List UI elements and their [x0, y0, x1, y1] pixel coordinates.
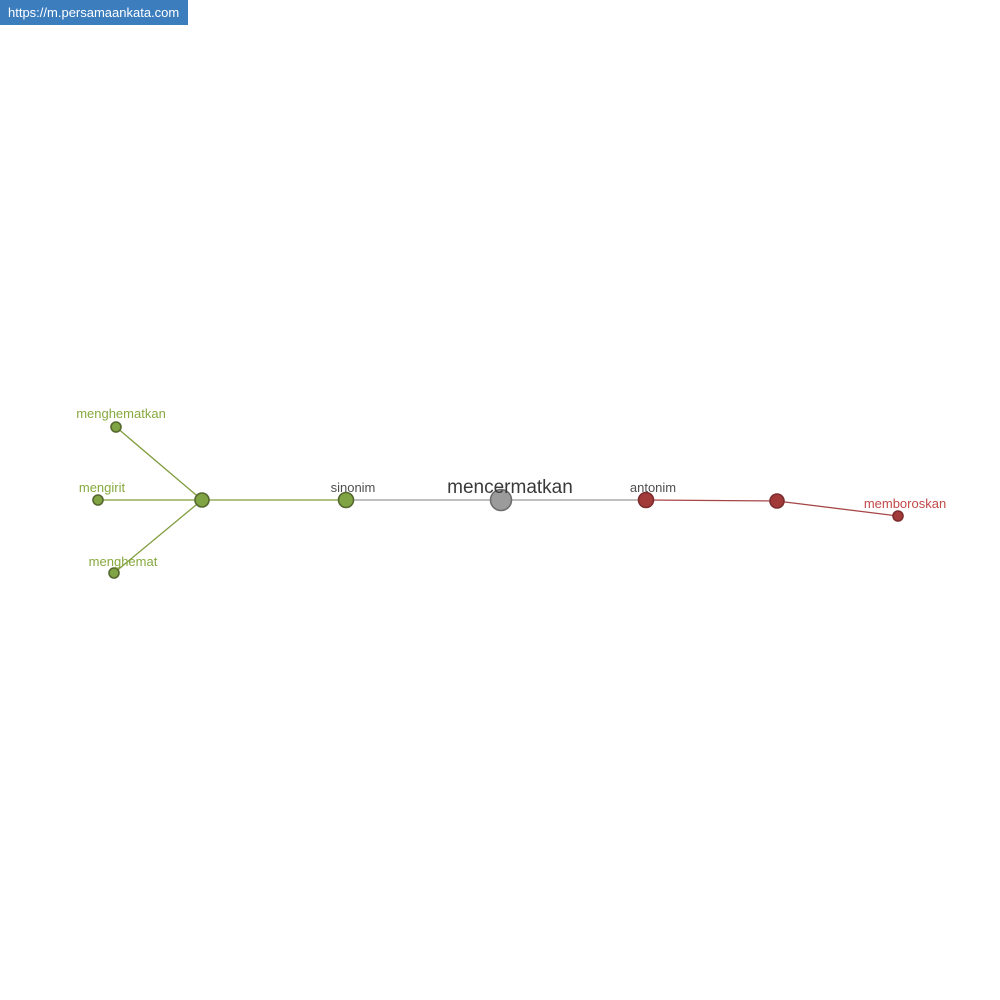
url-text: https://m.persamaankata.com: [8, 5, 180, 20]
edge-menghematkan-hub_sinonim: [115, 426, 203, 501]
graph-label-mengirit[interactable]: mengirit: [79, 480, 126, 495]
graph-node-mengirit[interactable]: [92, 494, 104, 506]
graph-node-antonim[interactable]: [637, 491, 655, 509]
url-badge: https://m.persamaankata.com: [0, 0, 189, 25]
graph-label-sinonim[interactable]: sinonim: [331, 480, 376, 495]
graph-label-menghematkan[interactable]: menghematkan: [76, 406, 166, 421]
edge-antonim-hub_antonim: [645, 499, 778, 502]
graph-node-menghematkan[interactable]: [110, 421, 122, 433]
edge-hub_antonim-memboroskan: [776, 500, 899, 517]
graph-node-center[interactable]: [489, 488, 513, 512]
graph-node-memboroskan[interactable]: [892, 510, 904, 522]
graph-label-center[interactable]: mencermatkan: [447, 477, 573, 498]
edge-menghemat-hub_sinonim: [113, 499, 203, 574]
graph-node-hub_sinonim[interactable]: [194, 492, 210, 508]
graph-label-antonim[interactable]: antonim: [630, 480, 676, 495]
graph-node-hub_antonim[interactable]: [769, 493, 785, 509]
graph-node-menghemat[interactable]: [108, 567, 120, 579]
graph-label-menghemat[interactable]: menghemat: [89, 554, 158, 569]
graph-node-sinonim[interactable]: [337, 491, 355, 509]
graph-label-memboroskan[interactable]: memboroskan: [864, 496, 946, 511]
